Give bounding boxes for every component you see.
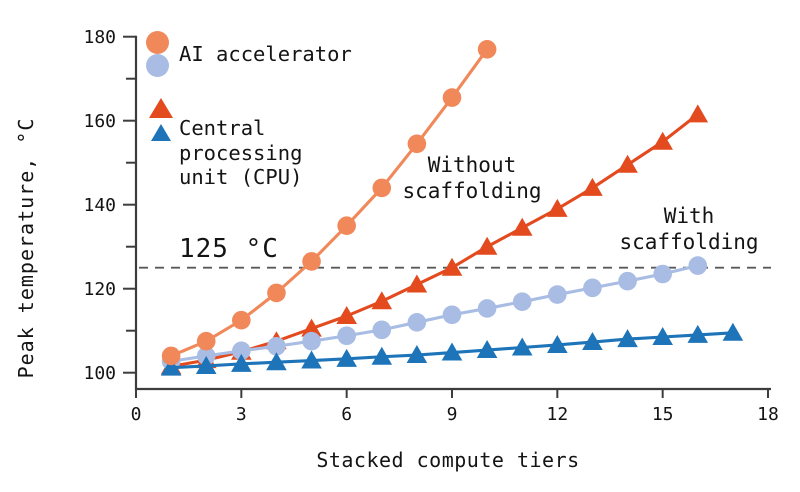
data-point-ai-accel-without bbox=[196, 331, 216, 351]
data-point-cpu-with bbox=[371, 346, 393, 365]
data-point-ai-accel-with bbox=[196, 346, 216, 366]
data-point-cpu-without bbox=[406, 274, 428, 293]
y-tick-label: 100 bbox=[83, 363, 116, 384]
data-point-cpu-without bbox=[336, 306, 357, 324]
data-point-cpu-with bbox=[476, 340, 498, 359]
legend-marker-ai-accelerator-with-icon bbox=[146, 54, 169, 77]
x-tick-label: 15 bbox=[652, 404, 674, 425]
data-point-ai-accel-with bbox=[337, 326, 356, 346]
data-point-ai-accel-with bbox=[583, 278, 602, 298]
data-point-cpu-without bbox=[652, 131, 673, 150]
data-point-ai-accel-with bbox=[477, 299, 497, 318]
data-point-ai-accel-with bbox=[267, 336, 286, 356]
data-point-cpu-with bbox=[441, 342, 463, 361]
data-point-cpu-without bbox=[301, 318, 322, 337]
data-point-ai-accel-without bbox=[407, 134, 427, 154]
y-tick-label: 160 bbox=[83, 111, 116, 132]
data-point-cpu-without bbox=[687, 104, 709, 123]
data-point-ai-accel-with bbox=[653, 264, 672, 284]
annotation-with-scaffolding: With scaffolding bbox=[569, 203, 800, 255]
data-point-cpu-with bbox=[266, 352, 287, 371]
threshold-125c-label: 125 °C bbox=[179, 234, 279, 264]
series-line-ai-accel-without bbox=[170, 48, 489, 358]
y-tick-label: 140 bbox=[83, 195, 116, 216]
annotation-without-scaffolding: Without scaffolding bbox=[352, 152, 592, 204]
data-point-ai-accel-without bbox=[372, 178, 392, 198]
data-point-ai-accel-without bbox=[302, 252, 321, 271]
data-point-cpu-with bbox=[406, 345, 428, 364]
data-point-cpu-without bbox=[441, 257, 463, 276]
data-point-cpu-with bbox=[582, 332, 603, 351]
x-tick-label: 6 bbox=[341, 404, 352, 425]
annotation-with-line2: scaffolding bbox=[619, 230, 759, 254]
data-point-cpu-without bbox=[582, 177, 603, 196]
data-point-cpu-with bbox=[652, 327, 673, 345]
y-axis-title: Peak temperature, °C bbox=[14, 117, 38, 379]
data-point-ai-accel-with bbox=[618, 271, 637, 291]
annotation-without-line2: scaffolding bbox=[402, 179, 542, 203]
x-tick-label: 3 bbox=[236, 404, 247, 425]
data-point-ai-accel-with bbox=[548, 285, 567, 304]
data-point-cpu-with bbox=[547, 334, 568, 353]
data-point-ai-accel-with bbox=[372, 320, 392, 340]
data-point-ai-accel-with bbox=[512, 292, 532, 312]
legend-label-cpu: Central processing unit (CPU) bbox=[179, 116, 302, 190]
data-point-ai-accel-without bbox=[161, 346, 181, 366]
data-point-ai-accel-without bbox=[477, 40, 497, 59]
annotation-without-line1: Without bbox=[427, 153, 517, 177]
legend-label-cpu-line2: processing bbox=[179, 140, 303, 165]
y-tick-label: 120 bbox=[83, 279, 116, 300]
data-point-cpu-without bbox=[511, 217, 533, 236]
data-point-ai-accel-with bbox=[407, 313, 427, 332]
annotation-with-line1: With bbox=[663, 204, 715, 228]
x-tick-label: 0 bbox=[131, 404, 142, 425]
x-tick-label: 9 bbox=[447, 404, 458, 425]
data-point-cpu-with bbox=[511, 337, 533, 356]
data-point-cpu-without bbox=[371, 291, 393, 310]
x-axis-title: Stacked compute tiers bbox=[316, 448, 580, 472]
data-point-cpu-with bbox=[687, 324, 709, 343]
x-tick-label: 18 bbox=[757, 404, 779, 425]
data-point-cpu-with bbox=[231, 353, 252, 372]
data-point-ai-accel-with bbox=[688, 256, 708, 275]
legend-label-cpu-line3: unit (CPU) bbox=[179, 165, 303, 189]
data-point-cpu-without bbox=[617, 154, 638, 173]
data-point-ai-accel-with bbox=[232, 341, 251, 361]
data-point-ai-accel-with bbox=[302, 331, 321, 351]
data-point-cpu-without bbox=[547, 198, 568, 217]
data-point-ai-accel-with bbox=[442, 305, 462, 325]
legend-marker-ai-accelerator-without-icon bbox=[146, 31, 169, 54]
y-tick-label: 180 bbox=[83, 27, 116, 48]
data-point-ai-accel-without bbox=[337, 216, 356, 235]
legend-label-ai-accelerator: AI accelerator bbox=[179, 42, 352, 66]
data-point-cpu-with bbox=[301, 350, 322, 369]
data-point-ai-accel-without bbox=[267, 283, 286, 303]
legend-marker-cpu-without-icon bbox=[149, 98, 173, 118]
x-tick-label: 12 bbox=[546, 404, 568, 425]
data-point-cpu-without bbox=[476, 236, 498, 255]
series-line-ai-accel-with bbox=[170, 264, 699, 363]
data-point-cpu-with bbox=[336, 348, 357, 367]
data-point-cpu-with bbox=[160, 357, 182, 376]
data-point-cpu-with bbox=[617, 329, 638, 348]
data-point-ai-accel-without bbox=[442, 88, 462, 107]
legend-marker-cpu-with-icon bbox=[151, 124, 171, 141]
legend-label-cpu-line1: Central bbox=[179, 116, 266, 140]
data-point-cpu-with bbox=[722, 322, 744, 341]
data-point-ai-accel-without bbox=[232, 310, 251, 330]
series-line-cpu-without bbox=[170, 113, 699, 368]
data-point-cpu-with bbox=[195, 355, 217, 374]
